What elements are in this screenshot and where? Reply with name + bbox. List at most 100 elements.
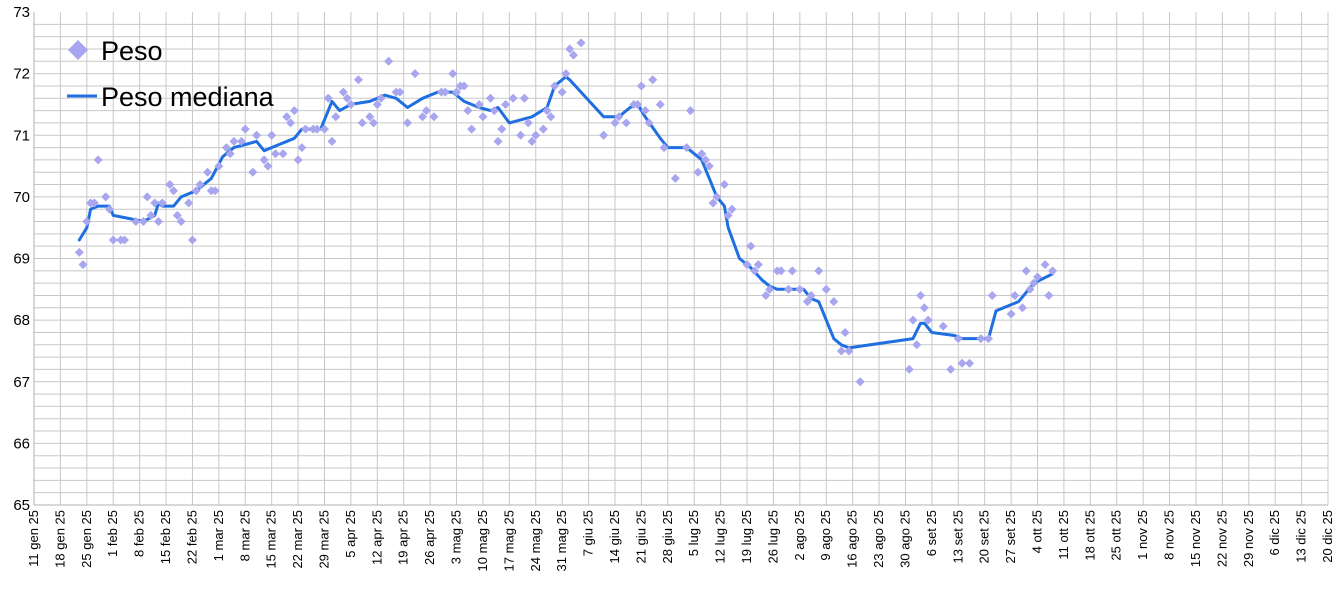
data-point: [576, 38, 586, 48]
data-point: [74, 247, 84, 257]
data-point: [701, 155, 711, 165]
data-point: [165, 180, 175, 190]
x-tick-label: 29 nov 25: [1241, 510, 1256, 567]
x-tick-label: 20 dic 25: [1320, 510, 1335, 563]
data-point: [225, 149, 235, 159]
data-point: [516, 130, 526, 140]
x-tick-label: 1 mar 25: [211, 510, 226, 561]
data-point: [614, 112, 624, 122]
scatter-point-layer: [74, 38, 1058, 387]
data-point: [120, 235, 130, 245]
data-point: [440, 87, 450, 97]
data-point: [252, 130, 262, 140]
data-point: [384, 56, 394, 66]
data-point: [418, 112, 428, 122]
data-point: [108, 235, 118, 245]
x-tick-label: 1 feb 25: [105, 510, 120, 557]
x-axis-ticks: 11 gen 25 18 gen 25 25 gen 25 1 feb 25 8 feb…: [26, 510, 1335, 571]
chart-axes: [33, 12, 1328, 506]
legend-marker-peso: [68, 40, 88, 60]
x-tick-label: 22 mar 25: [290, 510, 305, 569]
data-point: [916, 290, 926, 300]
data-point: [297, 143, 307, 153]
data-point: [693, 167, 703, 177]
data-point: [1006, 309, 1016, 319]
data-point: [953, 334, 963, 344]
x-tick-label: 25 ott 25: [1109, 510, 1124, 561]
data-point: [342, 93, 352, 103]
y-axis-ticks: 65 66 67 68 69 70 71 72 73: [13, 4, 30, 514]
x-tick-label: 22 feb 25: [184, 510, 199, 564]
data-point: [429, 112, 439, 122]
data-point: [176, 217, 186, 227]
data-point: [372, 99, 382, 109]
y-tick-label: 68: [13, 312, 30, 329]
x-tick-label: 10 mag 25: [475, 510, 490, 571]
x-tick-label: 3 mag 25: [449, 510, 464, 564]
data-point: [131, 217, 141, 227]
data-point: [203, 167, 213, 177]
data-point: [172, 210, 182, 220]
x-tick-label: 9 ago 25: [818, 510, 833, 561]
data-point: [312, 124, 322, 134]
data-point: [153, 217, 163, 227]
data-point: [301, 124, 311, 134]
data-point: [787, 266, 797, 276]
y-tick-label: 66: [13, 435, 30, 452]
x-tick-label: 8 nov 25: [1162, 510, 1177, 560]
y-tick-label: 67: [13, 374, 30, 391]
data-point: [670, 173, 680, 183]
data-point: [89, 198, 99, 208]
x-tick-label: 6 dic 25: [1267, 510, 1282, 556]
data-point: [750, 266, 760, 276]
data-point: [78, 260, 88, 270]
legend: Peso Peso mediana: [67, 36, 275, 112]
data-point: [293, 155, 303, 165]
data-point: [746, 241, 756, 251]
data-point: [463, 106, 473, 116]
data-point: [557, 87, 567, 97]
data-point: [919, 303, 929, 313]
data-point: [855, 377, 865, 387]
data-point: [248, 167, 258, 177]
x-tick-label: 15 nov 25: [1188, 510, 1203, 567]
data-point: [501, 99, 511, 109]
data-point: [904, 364, 914, 374]
data-point: [644, 118, 654, 128]
data-point: [640, 106, 650, 116]
data-point: [319, 124, 329, 134]
data-point: [474, 99, 484, 109]
data-point: [1025, 284, 1035, 294]
x-tick-label: 12 apr 25: [369, 510, 384, 565]
data-point: [93, 155, 103, 165]
data-point: [908, 315, 918, 325]
chart-grid: [33, 12, 1329, 506]
data-point: [478, 112, 488, 122]
y-tick-label: 70: [13, 189, 30, 206]
data-point: [184, 198, 194, 208]
data-point: [353, 75, 363, 85]
data-point: [1017, 303, 1027, 313]
data-point: [452, 87, 462, 97]
legend-label-peso: Peso: [101, 36, 163, 66]
data-point: [923, 315, 933, 325]
data-point: [1044, 290, 1054, 300]
data-point: [282, 112, 292, 122]
data-point: [191, 186, 201, 196]
data-point: [331, 112, 341, 122]
data-point: [221, 143, 231, 153]
data-point: [376, 93, 386, 103]
x-tick-label: 13 dic 25: [1294, 510, 1309, 563]
data-point: [448, 69, 458, 79]
x-tick-label: 20 set 25: [977, 510, 992, 564]
x-tick-label: 6 set 25: [924, 510, 939, 556]
data-point: [795, 284, 805, 294]
data-point: [840, 327, 850, 337]
data-point: [814, 266, 824, 276]
x-tick-label: 29 mar 25: [316, 510, 331, 569]
x-tick-label: 12 lug 25: [713, 510, 728, 564]
data-point: [621, 118, 631, 128]
data-point: [784, 284, 794, 294]
x-tick-label: 14 giu 25: [607, 510, 622, 564]
data-point: [410, 69, 420, 79]
